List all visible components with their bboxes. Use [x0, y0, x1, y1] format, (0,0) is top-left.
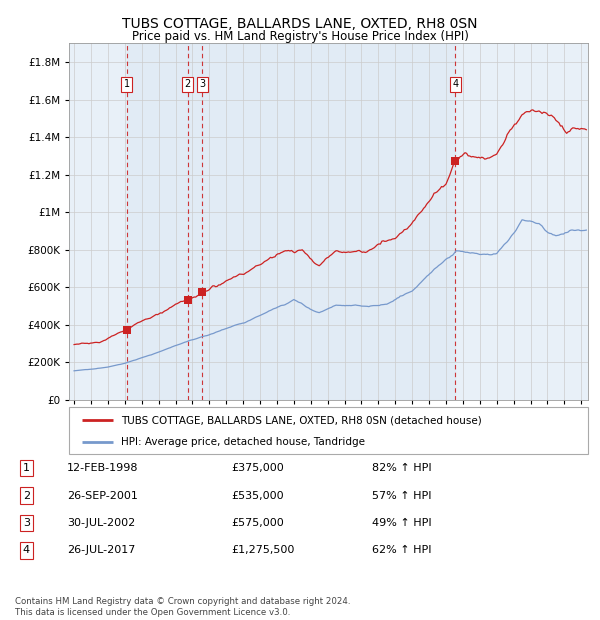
Text: £375,000: £375,000	[231, 463, 284, 473]
Text: 3: 3	[199, 79, 205, 89]
Text: 57% ↑ HPI: 57% ↑ HPI	[372, 490, 431, 500]
FancyBboxPatch shape	[69, 407, 588, 454]
Text: 26-JUL-2017: 26-JUL-2017	[67, 546, 135, 556]
Text: HPI: Average price, detached house, Tandridge: HPI: Average price, detached house, Tand…	[121, 436, 365, 447]
Text: 2: 2	[185, 79, 191, 89]
Text: 12-FEB-1998: 12-FEB-1998	[67, 463, 138, 473]
Text: TUBS COTTAGE, BALLARDS LANE, OXTED, RH8 0SN: TUBS COTTAGE, BALLARDS LANE, OXTED, RH8 …	[122, 17, 478, 32]
Text: 49% ↑ HPI: 49% ↑ HPI	[372, 518, 431, 528]
Text: 30-JUL-2002: 30-JUL-2002	[67, 518, 135, 528]
Text: 4: 4	[23, 546, 30, 556]
Text: 1: 1	[23, 463, 30, 473]
Text: 62% ↑ HPI: 62% ↑ HPI	[372, 546, 431, 556]
Bar	[188, 43, 202, 400]
Text: £1,275,500: £1,275,500	[231, 546, 294, 556]
Text: 4: 4	[452, 79, 458, 89]
Text: £535,000: £535,000	[231, 490, 284, 500]
Text: TUBS COTTAGE, BALLARDS LANE, OXTED, RH8 0SN (detached house): TUBS COTTAGE, BALLARDS LANE, OXTED, RH8 …	[121, 415, 482, 425]
Bar	[127, 43, 188, 400]
Text: £575,000: £575,000	[231, 518, 284, 528]
Text: Price paid vs. HM Land Registry's House Price Index (HPI): Price paid vs. HM Land Registry's House …	[131, 30, 469, 43]
Text: 2: 2	[23, 490, 30, 500]
Text: 3: 3	[23, 518, 30, 528]
Text: 26-SEP-2001: 26-SEP-2001	[67, 490, 137, 500]
Bar	[202, 43, 455, 400]
Text: 82% ↑ HPI: 82% ↑ HPI	[372, 463, 431, 473]
Text: Contains HM Land Registry data © Crown copyright and database right 2024.
This d: Contains HM Land Registry data © Crown c…	[15, 598, 350, 617]
Text: 1: 1	[124, 79, 130, 89]
